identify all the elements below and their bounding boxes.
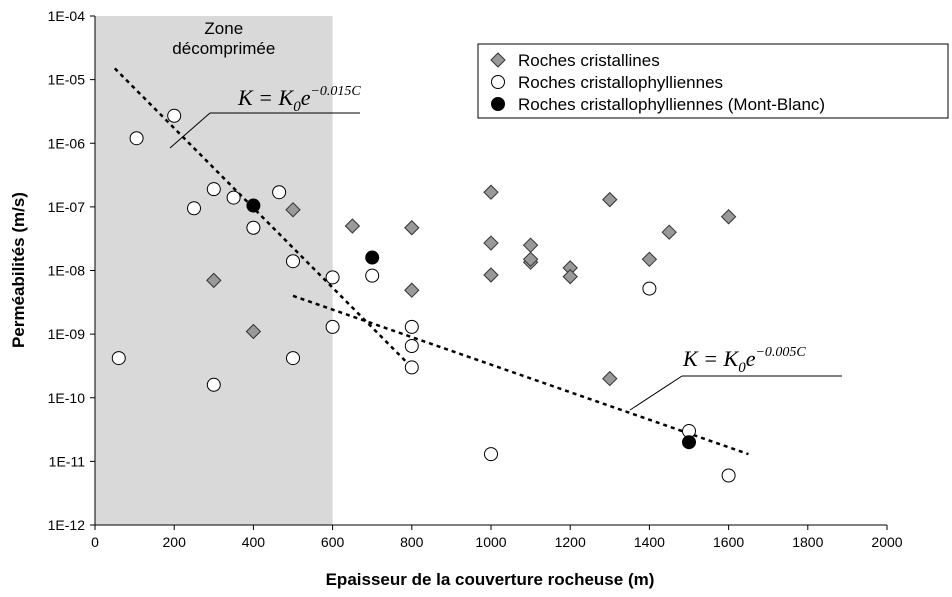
point [187, 201, 201, 216]
legend-marker [491, 97, 505, 111]
point [641, 251, 658, 268]
point [245, 323, 262, 340]
point [483, 235, 499, 251]
equation-part: 0 [293, 99, 301, 115]
point [642, 281, 657, 296]
leader-line [169, 112, 211, 149]
point [167, 108, 182, 123]
point [226, 190, 241, 205]
x-tick-label: 1400 [634, 534, 665, 550]
point [365, 268, 380, 283]
point [483, 184, 499, 200]
point [404, 319, 419, 334]
point [206, 377, 221, 392]
point [522, 237, 539, 253]
point [246, 198, 261, 213]
point [483, 267, 499, 283]
point [404, 360, 419, 375]
zone [95, 16, 333, 525]
equation-part: K = K [237, 85, 295, 110]
point [602, 370, 618, 387]
x-tick-label: 1200 [555, 534, 586, 550]
y-tick-label: 1E-10 [48, 390, 86, 406]
point [682, 435, 696, 450]
y-tick-label: 1E-06 [48, 135, 86, 151]
trend-line [292, 294, 749, 456]
point [272, 185, 287, 200]
zone-label: Zone [204, 19, 243, 38]
point [720, 209, 737, 225]
point [522, 251, 539, 268]
y-tick-label: 1E-12 [48, 517, 86, 533]
equation-part: −0.015C [310, 84, 361, 99]
equation: K = K0e−0.015C [237, 84, 361, 115]
legend-label: Roches cristallophylliennes (Mont-Blanc) [518, 95, 825, 114]
x-axis-label: Epaisseur de la couverture rocheuse (m) [326, 570, 655, 589]
leader-line [629, 375, 683, 411]
legend-box [477, 43, 949, 119]
x-tick-label: 800 [400, 534, 424, 550]
point [206, 182, 221, 197]
point [325, 319, 340, 334]
legend-label: Roches cristallines [518, 51, 660, 70]
equation: K = K0e−0.005C [682, 345, 806, 376]
equation-part: −0.005C [755, 345, 806, 360]
zone-label: décomprimée [172, 39, 275, 58]
point [325, 270, 340, 285]
legend-label: Roches cristallophylliennes [518, 73, 723, 92]
point [404, 339, 419, 354]
x-tick-label: 2000 [871, 534, 902, 550]
point [602, 191, 618, 208]
point [365, 250, 380, 265]
equation-part: e [746, 346, 756, 371]
y-tick-label: 1E-07 [48, 199, 86, 215]
y-tick-label: 1E-09 [48, 326, 86, 342]
point [661, 224, 677, 240]
x-tick-label: 0 [91, 534, 99, 550]
x-tick-label: 600 [321, 534, 345, 550]
y-tick-label: 1E-05 [48, 72, 86, 88]
point [484, 447, 498, 462]
point [286, 254, 300, 269]
point [721, 468, 736, 483]
trend-line [113, 67, 413, 369]
point [404, 220, 420, 236]
x-tick-label: 400 [242, 534, 266, 550]
point [285, 202, 301, 218]
point [246, 220, 261, 235]
equation-part: 0 [738, 360, 746, 376]
point [562, 268, 578, 285]
point [404, 282, 420, 298]
x-tick-label: 1800 [792, 534, 823, 550]
point [111, 351, 126, 366]
legend-marker [490, 52, 506, 68]
equation-part: e [301, 85, 311, 110]
y-tick-label: 1E-04 [48, 8, 86, 24]
y-tick-label: 1E-11 [49, 453, 86, 469]
point [344, 218, 361, 234]
point [286, 351, 300, 366]
point [206, 272, 222, 289]
equation-part: K = K [682, 346, 740, 371]
x-tick-label: 1600 [713, 534, 744, 550]
y-tick-label: 1E-08 [48, 263, 86, 279]
y-axis-label: Perméabilités (m/s) [9, 192, 28, 348]
legend-marker [491, 75, 505, 89]
x-tick-label: 1000 [475, 534, 506, 550]
point [129, 131, 144, 146]
x-tick-label: 200 [163, 534, 187, 550]
